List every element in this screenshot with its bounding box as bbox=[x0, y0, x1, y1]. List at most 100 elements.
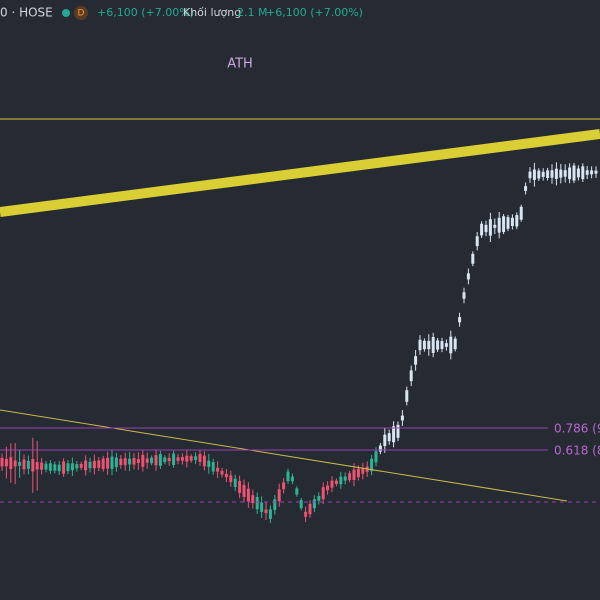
candle-body bbox=[158, 454, 162, 466]
candle-body bbox=[343, 476, 347, 481]
candle-body bbox=[594, 170, 598, 174]
candle-body bbox=[308, 503, 312, 515]
candle-body bbox=[180, 457, 184, 461]
candle-body bbox=[31, 459, 35, 472]
candle-body bbox=[378, 445, 382, 452]
candle-body bbox=[70, 463, 74, 471]
candle-body bbox=[330, 480, 334, 488]
candle-body bbox=[422, 340, 426, 350]
candle-body bbox=[9, 457, 13, 469]
candle-body bbox=[449, 336, 453, 354]
candle-body bbox=[304, 511, 308, 517]
candle-body bbox=[295, 488, 299, 495]
candle-body bbox=[471, 253, 475, 264]
candle-body bbox=[251, 495, 255, 504]
candle-body bbox=[484, 224, 488, 233]
trend-channel bbox=[0, 129, 600, 217]
legend: 0 · HOSE D +6,100 (+7.00%) Khối lượng 2.… bbox=[0, 6, 363, 20]
candle-body bbox=[233, 478, 237, 487]
candle-body bbox=[453, 338, 457, 350]
candle-body bbox=[374, 451, 378, 463]
candle-body bbox=[528, 171, 532, 179]
candle-body bbox=[0, 457, 4, 467]
candle-body bbox=[317, 496, 321, 501]
candle-body bbox=[154, 455, 158, 466]
volume-label: Khối lượng bbox=[183, 6, 241, 19]
candle-body bbox=[277, 489, 281, 502]
candle-body bbox=[321, 487, 325, 500]
status-dot bbox=[62, 9, 70, 17]
candle-body bbox=[585, 170, 589, 175]
volume: 2.1 M bbox=[237, 6, 267, 19]
candle-body bbox=[44, 463, 48, 470]
candle-body bbox=[546, 170, 550, 178]
candle-body bbox=[150, 457, 154, 464]
candle-body bbox=[488, 219, 492, 236]
candle-body bbox=[524, 186, 528, 191]
candle-body bbox=[242, 484, 246, 497]
candle-body bbox=[66, 463, 70, 472]
fib-label: 0.786 (9 bbox=[554, 422, 600, 436]
candle-body bbox=[35, 461, 39, 470]
candle-body bbox=[268, 509, 272, 519]
candle-body bbox=[57, 464, 61, 472]
candle-body bbox=[62, 461, 66, 474]
candle-body bbox=[466, 273, 470, 280]
candle-body bbox=[202, 455, 206, 467]
candle-body bbox=[4, 458, 8, 467]
candle-body bbox=[286, 471, 290, 482]
candle-body bbox=[392, 426, 396, 443]
candle-body bbox=[436, 340, 440, 350]
candle-body bbox=[356, 468, 360, 478]
candle-body bbox=[207, 460, 211, 468]
candle-body bbox=[198, 454, 202, 462]
candle-body bbox=[431, 337, 435, 353]
candle-body bbox=[282, 482, 286, 490]
candle-body bbox=[572, 165, 576, 181]
candles bbox=[0, 162, 598, 523]
candle-body bbox=[92, 460, 96, 469]
candle-body bbox=[88, 461, 92, 469]
candle-body bbox=[590, 170, 594, 175]
candle-body bbox=[260, 502, 264, 512]
candle-body bbox=[537, 170, 541, 179]
candle-body bbox=[128, 458, 132, 465]
candle-body bbox=[361, 468, 365, 474]
candle-body bbox=[493, 224, 497, 228]
candle-body bbox=[400, 415, 404, 421]
candle-body bbox=[515, 215, 519, 227]
candle-body bbox=[110, 456, 114, 469]
candle-body bbox=[414, 356, 418, 365]
candle-body bbox=[475, 236, 479, 247]
candle-body bbox=[22, 459, 26, 470]
candle-body bbox=[167, 457, 171, 462]
candle-body bbox=[339, 476, 343, 485]
candle-body bbox=[568, 167, 572, 180]
candle-body bbox=[255, 497, 259, 510]
candle-body bbox=[216, 467, 220, 472]
candle-body bbox=[563, 170, 567, 177]
candle-body bbox=[48, 463, 52, 471]
candle-body bbox=[106, 457, 110, 469]
fib-label: 0.618 (8 bbox=[554, 444, 600, 458]
candle-body bbox=[581, 166, 585, 180]
candle-body bbox=[194, 456, 198, 461]
candle-body bbox=[290, 476, 294, 482]
candle-body bbox=[506, 217, 510, 229]
candle-body bbox=[502, 216, 506, 232]
candle-body bbox=[119, 458, 123, 466]
candle-body bbox=[185, 455, 189, 462]
candle-body bbox=[132, 458, 136, 465]
ath-annotation: ATH bbox=[227, 57, 253, 72]
candle-body bbox=[75, 464, 79, 469]
candle-body bbox=[84, 460, 88, 471]
candle-body bbox=[497, 217, 501, 233]
candle-body bbox=[554, 168, 558, 179]
candle-body bbox=[101, 458, 105, 469]
candle-body bbox=[396, 424, 400, 438]
candle-body bbox=[211, 462, 215, 472]
trend-line bbox=[0, 409, 568, 502]
candle-body bbox=[141, 454, 145, 467]
